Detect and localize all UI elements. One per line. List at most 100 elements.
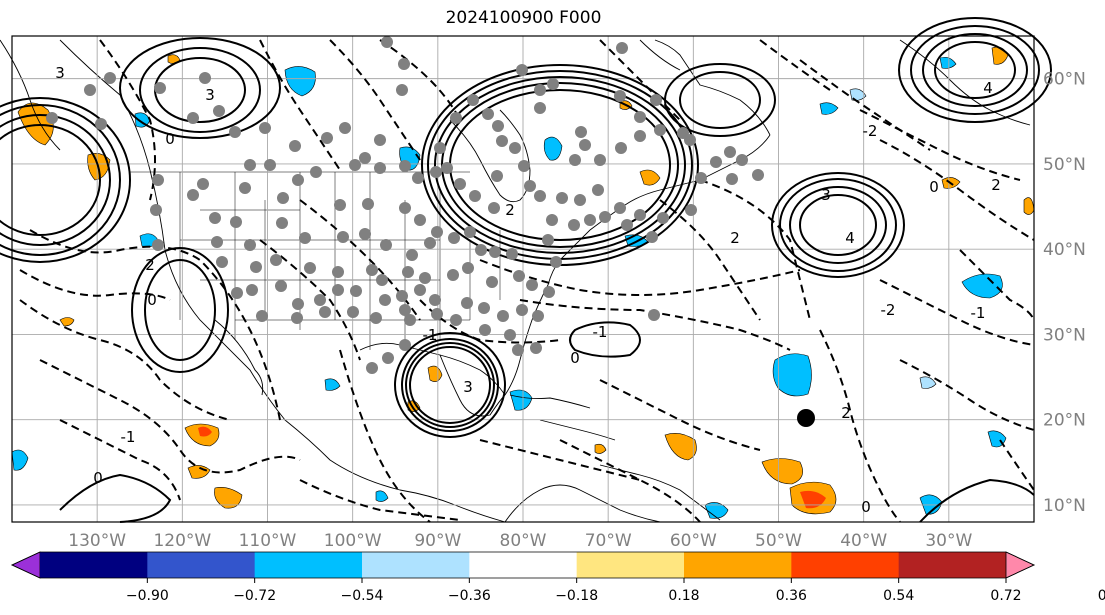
station-dot [556,192,568,204]
colorbar-segment [469,552,578,578]
station-dot [104,72,116,84]
station-dot [362,198,374,210]
contour-label: 0 [147,291,157,309]
colorbar: −0.90 −0.72 −0.54 −0.36 −0.18 0.18 0.36 0.54 0.7… [11,551,1105,604]
station-dot [84,84,96,96]
station-dot [526,279,538,291]
station-dot [332,266,344,278]
station-dot [419,272,431,284]
station-dot [634,111,646,123]
longitude-label: 110°W [239,531,297,551]
station-dot [634,130,646,142]
colorbar-segment [684,552,792,578]
station-dot [496,135,508,147]
station-dot [314,294,326,306]
station-dot [467,94,479,106]
station-dot [543,286,555,298]
colorbar-tick-label: 0.72 [990,588,1021,604]
station-dot [534,102,546,114]
station-dot [634,209,646,221]
station-dot [289,140,301,152]
station-dot [399,160,411,172]
station-dot [547,78,559,90]
station-dot [599,211,611,223]
station-dot [506,248,518,260]
station-dot [579,139,591,151]
station-dot [230,216,242,228]
station-dot [574,194,586,206]
station-dot [431,226,443,238]
station-dot [534,190,546,202]
contour-label: 0 [929,178,939,196]
station-dot [486,276,498,288]
station-dot [152,239,164,251]
station-dot [275,280,287,292]
station-dot [398,58,410,70]
colorbar-tick-label: −0.18 [555,588,598,604]
station-dot [292,298,304,310]
contour-label: 3 [821,186,831,204]
colorbar-segment [40,552,148,578]
gridlines [12,36,1034,522]
station-dot [469,190,481,202]
station-dot [461,297,473,309]
station-dot [359,228,371,240]
station-dot [370,312,382,324]
station-dot [614,90,626,102]
station-dot [434,142,446,154]
station-dot [277,192,289,204]
map-title: 2024100900 F000 [445,8,602,28]
station-dot [304,262,316,274]
contour-label-group: 3 0 2 3 0 -1 0 -1 2 3 4 0 2 -1 -2 0 3 2 … [55,64,1001,516]
station-dot [530,342,542,354]
station-dot [347,306,359,318]
contour-label: 0 [165,130,175,148]
station-dot [399,202,411,214]
station-dot [239,182,251,194]
colorbar-tick-label: −0.36 [448,588,491,604]
station-dot [509,142,521,154]
station-dot [406,249,418,261]
station-dot [646,231,658,243]
station-dot [542,234,554,246]
station-dot [488,202,500,214]
contours-solid [0,17,1052,523]
station-dot [270,254,282,266]
station-dot [424,237,436,249]
station-dot [374,162,386,174]
station-dot [512,344,524,356]
station-dot [152,174,164,186]
contour-label: -2 [863,122,878,140]
station-dot [399,304,411,316]
station-dot [569,154,581,166]
station-dot [381,36,393,48]
station-dot [441,162,453,174]
storm-position-marker [797,409,815,427]
longitude-label: 60°W [670,531,717,551]
contour-label: 0 [861,498,871,516]
station-dot [366,362,378,374]
station-dot [575,126,587,138]
colorbar-tick-label: −0.90 [126,588,169,604]
station-dot [414,214,426,226]
contour-label: 0 [570,349,580,367]
station-dot [482,108,494,120]
station-dot [584,214,596,226]
station-dot [616,42,628,54]
station-dot [448,232,460,244]
colorbar-tick-label: 0.54 [883,588,914,604]
latitude-label: 50°N [1043,155,1086,175]
contour-label: 3 [205,86,215,104]
shaded-anomalies [11,46,1035,519]
station-dot [736,154,748,166]
station-dot [614,202,626,214]
station-dot [412,172,424,184]
station-dot [454,178,466,190]
station-dot [568,219,580,231]
station-dot [532,310,544,322]
station-dot [518,160,530,172]
station-markers [46,36,764,374]
contour-label: 2 [505,201,515,219]
station-dot [685,204,697,216]
